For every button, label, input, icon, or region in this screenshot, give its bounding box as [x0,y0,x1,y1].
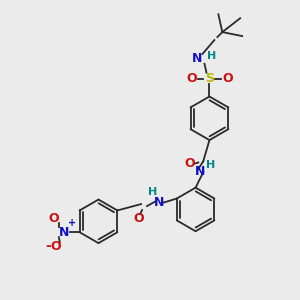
Text: O: O [222,72,232,85]
Text: H: H [207,51,216,61]
Text: O: O [186,72,197,85]
Text: O: O [134,212,144,226]
Text: H: H [148,187,158,197]
Text: +: + [68,218,76,228]
Text: O: O [49,212,59,225]
Text: O: O [50,240,61,253]
Text: N: N [154,196,164,208]
Text: S: S [205,72,214,85]
Text: N: N [195,164,206,178]
Text: O: O [184,157,195,170]
Text: N: N [192,52,203,65]
Text: -: - [45,239,51,253]
Text: H: H [206,160,215,170]
Text: N: N [58,226,69,239]
